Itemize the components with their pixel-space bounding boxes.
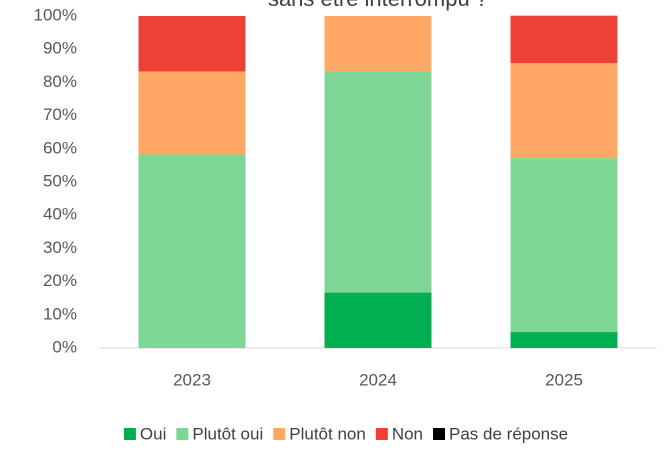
legend-label: Non bbox=[392, 424, 423, 443]
bar-segment bbox=[510, 158, 618, 333]
legend: Oui Plutôt oui Plutôt non Non Pas de réponse bbox=[123, 424, 568, 443]
legend-swatch bbox=[176, 428, 189, 440]
bar-segment bbox=[324, 16, 432, 72]
x-tick-label: 2025 bbox=[545, 370, 583, 389]
y-tick-label: 60% bbox=[43, 138, 77, 157]
chart-title: sans être interrompu ? bbox=[268, 0, 488, 11]
bar-segment bbox=[324, 71, 432, 293]
legend-label: Plutôt oui bbox=[192, 424, 263, 443]
legend-label: Pas de réponse bbox=[449, 424, 568, 443]
bar-segment bbox=[138, 154, 246, 348]
bar-segment bbox=[138, 16, 246, 72]
y-tick-label: 40% bbox=[43, 205, 77, 224]
y-tick-label: 90% bbox=[43, 39, 77, 58]
legend-swatch bbox=[123, 428, 136, 440]
bar-segment bbox=[138, 71, 246, 155]
legend-label: Plutôt non bbox=[289, 424, 366, 443]
legend-label: Oui bbox=[140, 424, 166, 443]
y-tick-label: 10% bbox=[43, 304, 77, 323]
bar-segment bbox=[324, 292, 432, 348]
legend-swatch bbox=[433, 428, 446, 440]
x-tick-label: 2024 bbox=[359, 370, 397, 389]
legend-swatch bbox=[375, 428, 388, 440]
y-tick-label: 50% bbox=[43, 171, 77, 190]
y-tick-label: 70% bbox=[43, 105, 77, 124]
legend-swatch bbox=[273, 428, 286, 440]
y-tick-label: 30% bbox=[43, 238, 77, 257]
bar-segment bbox=[510, 15, 618, 64]
y-tick-label: 80% bbox=[43, 72, 77, 91]
x-tick-label: 2023 bbox=[173, 370, 211, 389]
y-tick-label: 20% bbox=[43, 271, 77, 290]
y-tick-label: 0% bbox=[52, 337, 77, 356]
bar-segment bbox=[510, 332, 618, 348]
bar-segment bbox=[510, 63, 618, 159]
y-tick-label: 100% bbox=[34, 5, 77, 24]
